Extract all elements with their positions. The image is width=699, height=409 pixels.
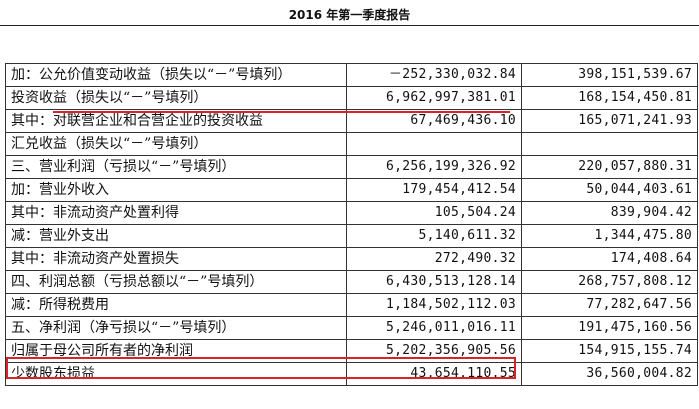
table-row: 加：公允价值变动收益（损失以“－”号填列） －252,330,032.84 39… (5, 63, 698, 87)
current-period-value: 105,504.24 (346, 201, 522, 225)
current-period-value: 67,469,436.10 (346, 109, 522, 133)
title-divider (0, 25, 699, 26)
table-row: 其中：非流动资产处置利得 105,504.24 839,904.42 (5, 201, 698, 225)
row-label: 汇兑收益（损失以“－”号填列） (5, 132, 347, 156)
table-row: 加：营业外收入 179,454,412.54 50,044,403.61 (5, 178, 698, 202)
table-row: 减：所得税费用 1,184,502,112.03 77,282,647.56 (5, 293, 698, 317)
current-period-value: －252,330,032.84 (346, 63, 522, 87)
prior-period-value: 36,560,004.82 (521, 362, 698, 386)
table-row: 四、利润总额（亏损总额以“－”号填列） 6,430,513,128.14 268… (5, 270, 698, 294)
row-label: 其中：对联营企业和合营企业的投资收益 (5, 109, 347, 133)
row-label: 五、净利润（净亏损以“－”号填列） (5, 316, 347, 340)
prior-period-value: 50,044,403.61 (521, 178, 698, 202)
row-label: 其中：非流动资产处置利得 (5, 201, 347, 225)
prior-period-value: 268,757,808.12 (521, 270, 698, 294)
row-label: 三、营业利润（亏损以“－”号填列） (5, 155, 347, 179)
current-period-value: 272,490.32 (346, 247, 522, 271)
report-title: 2016 年第一季度报告 (288, 8, 411, 22)
prior-period-value: 174,408.64 (521, 247, 698, 271)
current-period-value: 5,140,611.32 (346, 224, 522, 248)
current-period-value: 5,202,356,905.56 (346, 339, 522, 363)
prior-period-value: 839,904.42 (521, 201, 698, 225)
table-row: 其中：非流动资产处置损失 272,490.32 174,408.64 (5, 247, 698, 271)
prior-period-value: 77,282,647.56 (521, 293, 698, 317)
table-row: 五、净利润（净亏损以“－”号填列） 5,246,011,016.11 191,4… (5, 316, 698, 340)
red-highlight-underline (53, 111, 510, 113)
table-row: 减：营业外支出 5,140,611.32 1,344,475.80 (5, 224, 698, 248)
prior-period-value: 220,057,880.31 (521, 155, 698, 179)
row-label: 加：营业外收入 (5, 178, 347, 202)
table-row: 三、营业利润（亏损以“－”号填列） 6,256,199,326.92 220,0… (5, 155, 698, 179)
row-label: 四、利润总额（亏损总额以“－”号填列） (5, 270, 347, 294)
prior-period-value: 398,151,539.67 (521, 63, 698, 87)
current-period-value: 179,454,412.54 (346, 178, 522, 202)
current-period-value: 6,430,513,128.14 (346, 270, 522, 294)
current-period-value: 1,184,502,112.03 (346, 293, 522, 317)
prior-period-value: 168,154,450.81 (521, 86, 698, 110)
prior-period-value: 154,915,155.74 (521, 339, 698, 363)
table-row: 其中：对联营企业和合营企业的投资收益 67,469,436.10 165,071… (5, 109, 698, 133)
row-label: 其中：非流动资产处置损失 (5, 247, 347, 271)
income-statement-table: 加：公允价值变动收益（损失以“－”号填列） －252,330,032.84 39… (5, 63, 698, 386)
current-period-value (346, 132, 522, 156)
prior-period-value: 165,071,241.93 (521, 109, 698, 133)
prior-period-value: 191,475,160.56 (521, 316, 698, 340)
row-label: 减：所得税费用 (5, 293, 347, 317)
row-label: 加：公允价值变动收益（损失以“－”号填列） (5, 63, 347, 87)
table-row: 投资收益（损失以“－”号填列） 6,962,997,381.01 168,154… (5, 86, 698, 110)
red-highlight-box (6, 357, 516, 379)
current-period-value: 6,256,199,326.92 (346, 155, 522, 179)
prior-period-value (521, 132, 698, 156)
row-label: 投资收益（损失以“－”号填列） (5, 86, 347, 110)
row-label: 减：营业外支出 (5, 224, 347, 248)
row-label: 少数股东损益 (5, 362, 347, 386)
prior-period-value: 1,344,475.80 (521, 224, 698, 248)
table-row: 汇兑收益（损失以“－”号填列） (5, 132, 698, 156)
current-period-value: 5,246,011,016.11 (346, 316, 522, 340)
current-period-value: 6,962,997,381.01 (346, 86, 522, 110)
